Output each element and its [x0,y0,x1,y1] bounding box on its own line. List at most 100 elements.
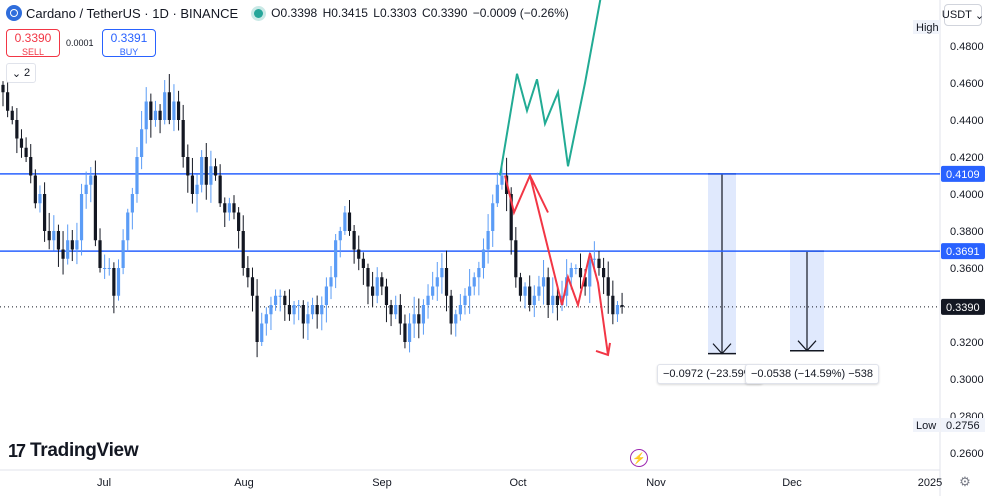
lightning-icon[interactable]: ⚡ [630,449,648,467]
tradingview-logo-icon: 17 [8,440,26,461]
candle-body [241,231,245,268]
high-value: 0.3415 [331,6,368,20]
candle-body [458,305,462,315]
candle-body [112,268,116,296]
candle-body [444,268,449,296]
candle-body [334,240,338,278]
candle-body [551,295,555,305]
candle-body [343,212,347,231]
candle-body [209,166,213,185]
candle-body [116,268,121,296]
indicator-toggle[interactable]: ⌄ 2 [6,63,36,83]
candle-body [70,240,74,250]
candle-body [435,277,439,287]
buy-button[interactable]: 0.3391 BUY [102,29,156,57]
measure-arrowhead [712,343,732,355]
y-tick-label: 0.4200 [950,152,984,164]
sell-button[interactable]: 0.3390 SELL [6,29,60,57]
candle-body [204,157,208,185]
candle-body [454,314,458,324]
y-tick-label: 0.3200 [950,337,984,349]
low-label: Low [916,420,936,432]
candle-body [163,92,167,120]
candle-body [574,268,578,269]
candle-body [144,101,148,130]
symbol-title[interactable]: Cardano / TetherUS · 1D · BINANCE [26,5,239,21]
projected-path-up [499,0,602,176]
x-tick-label: Dec [782,477,802,489]
candle-body [528,286,532,305]
candle-body [176,101,181,120]
candle-body [578,268,583,278]
candle-body [555,295,559,305]
y-tick-label: 0.4800 [950,41,984,53]
candle-body [500,175,504,185]
low-label: L [373,6,380,20]
price-label-box [941,165,985,182]
candle-body [33,175,37,204]
currency-selector[interactable]: USDT ⌄ [942,4,984,26]
candle-body [218,175,222,204]
candle-body [269,305,273,315]
candle-body [278,295,282,297]
candle-body [357,249,361,259]
measure-label-1: −0.0972 (−23.59%) [657,364,764,384]
candle-body [324,286,328,305]
candle-body [426,295,430,305]
candle-body [602,268,606,278]
candle-body [255,295,259,342]
close-label: C [422,6,431,20]
candle-body [546,277,550,305]
candle-body [472,277,476,287]
candle-body [52,231,56,241]
last-price-label: 0.3390 [946,302,980,314]
candle-body [130,194,134,213]
candle-body [412,314,416,324]
candle-body [227,203,231,213]
sell-label: SELL [21,47,45,57]
candle-body [615,305,620,315]
candle-body [592,258,596,260]
candle-body [223,203,227,213]
x-tick-label: Nov [646,477,666,489]
y-tick-label: 0.3800 [950,226,984,238]
y-tick-label: 0.3600 [950,263,984,275]
candle-body [89,175,93,185]
candle-body [588,258,592,287]
candle-body [463,295,467,305]
candle-body [361,258,365,268]
gear-icon[interactable]: ⚙ [959,474,971,489]
candle-body [366,268,370,287]
candle-body [42,194,47,231]
x-tick-label: 2025 [918,477,942,489]
candle-body [440,268,444,278]
candle-body [417,314,421,324]
candle-body [297,305,301,306]
candle-body [79,194,84,241]
candle-body [394,305,398,315]
candle-body [491,203,495,231]
candle-body [597,258,601,268]
candle-body [273,295,278,305]
x-tick-label: Oct [509,477,526,489]
candle-body [98,240,102,268]
candle-body [167,92,171,120]
open-value: 0.3398 [280,6,318,20]
candle-body [186,157,190,176]
candle-body [103,268,107,269]
candle-body [398,305,402,324]
candle-body [352,231,356,250]
candle-body [260,323,264,342]
projected-path-arrowhead [595,342,611,357]
tradingview-logo[interactable]: 17 TradingView [8,440,139,462]
y-tick-label: 0.4400 [950,115,984,127]
candle-body [24,147,28,157]
candle-body [477,268,481,278]
candle-body [320,305,324,315]
candle-body [495,184,499,204]
candle-body [246,268,250,278]
chevron-down-icon: ⌄ [11,67,22,80]
candle-body [384,286,389,305]
candle-body [514,240,518,278]
